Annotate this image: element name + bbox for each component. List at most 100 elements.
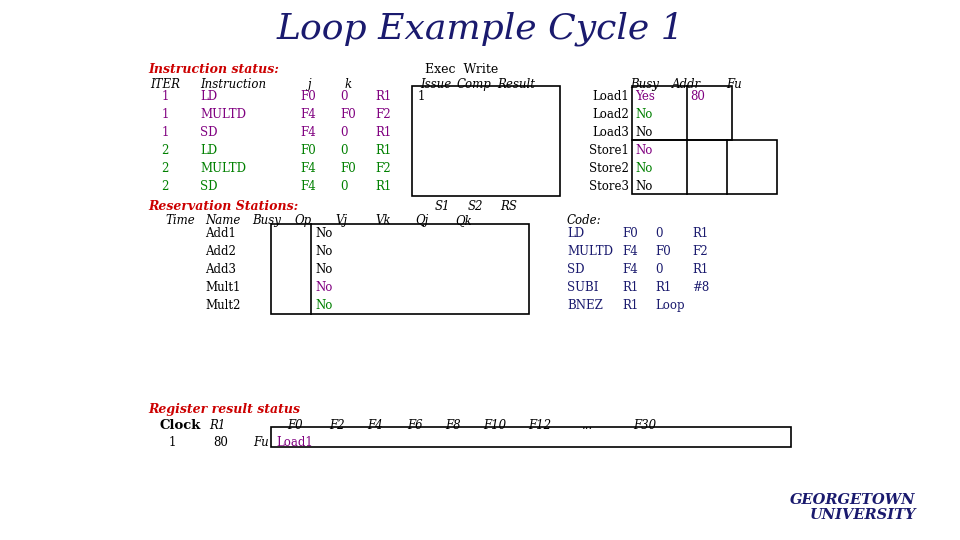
Text: F6: F6	[407, 419, 422, 432]
Text: Exec  Write: Exec Write	[425, 63, 498, 76]
Text: Store2: Store2	[589, 162, 629, 175]
Text: Comp: Comp	[457, 78, 492, 91]
Text: No: No	[315, 245, 332, 258]
Text: R1: R1	[209, 419, 226, 432]
Text: Mult2: Mult2	[205, 299, 240, 312]
Text: Load1: Load1	[276, 436, 313, 449]
Text: 2: 2	[161, 162, 169, 175]
Text: F4: F4	[300, 180, 316, 193]
Bar	[632, 140, 777, 194]
Text: Instruction: Instruction	[200, 78, 266, 91]
Text: j: j	[307, 78, 311, 91]
Text: F2: F2	[375, 108, 391, 121]
Text: No: No	[635, 126, 653, 139]
Text: No: No	[315, 263, 332, 276]
Bar	[412, 86, 560, 196]
Text: No: No	[315, 281, 332, 294]
Text: Yes: Yes	[635, 90, 655, 103]
Text: No: No	[315, 299, 332, 312]
Text: F0: F0	[622, 227, 637, 240]
Text: BNEZ: BNEZ	[567, 299, 603, 312]
Text: Load3: Load3	[592, 126, 629, 139]
Text: Fu: Fu	[726, 78, 742, 91]
Text: Fu: Fu	[253, 436, 269, 449]
Text: R1: R1	[375, 90, 392, 103]
Text: F4: F4	[622, 263, 637, 276]
Text: Load2: Load2	[592, 108, 629, 121]
Text: F4: F4	[622, 245, 637, 258]
Text: F0: F0	[340, 162, 356, 175]
Text: F4: F4	[300, 108, 316, 121]
Text: Result: Result	[497, 78, 535, 91]
Text: Busy: Busy	[252, 214, 281, 227]
Text: 0: 0	[340, 90, 348, 103]
Text: Code:: Code:	[567, 214, 602, 227]
Text: R1: R1	[375, 126, 392, 139]
Text: LD: LD	[567, 227, 584, 240]
Text: Clock: Clock	[160, 419, 202, 432]
Text: 80: 80	[690, 90, 705, 103]
Text: F10: F10	[484, 419, 507, 432]
Text: R1: R1	[375, 144, 392, 157]
Text: F30: F30	[634, 419, 657, 432]
Text: 1: 1	[161, 108, 169, 121]
Text: F2: F2	[375, 162, 391, 175]
Text: ITER: ITER	[150, 78, 180, 91]
Text: No: No	[635, 108, 653, 121]
Text: k: k	[345, 78, 352, 91]
Text: MULTD: MULTD	[200, 108, 246, 121]
Text: UNIVERSITY: UNIVERSITY	[810, 508, 917, 522]
Text: 2: 2	[161, 180, 169, 193]
Text: SD: SD	[200, 126, 218, 139]
Text: 0: 0	[340, 180, 348, 193]
Text: R1: R1	[692, 227, 708, 240]
Text: Instruction status:: Instruction status:	[148, 63, 278, 76]
Text: 0: 0	[340, 126, 348, 139]
Text: GEORGETOWN: GEORGETOWN	[790, 493, 916, 507]
Text: Busy: Busy	[630, 78, 659, 91]
Text: No: No	[635, 144, 653, 157]
Text: R1: R1	[622, 299, 638, 312]
Text: Qk: Qk	[455, 214, 471, 227]
Text: F12: F12	[528, 419, 552, 432]
Text: Register result status: Register result status	[148, 403, 300, 416]
Text: MULTD: MULTD	[200, 162, 246, 175]
Text: Name: Name	[205, 214, 240, 227]
Text: 0: 0	[655, 227, 662, 240]
Bar	[271, 224, 529, 314]
Text: No: No	[635, 180, 653, 193]
Text: 1: 1	[168, 436, 176, 449]
Text: SUBI: SUBI	[567, 281, 598, 294]
Text: F0: F0	[300, 144, 316, 157]
Text: F4: F4	[300, 162, 316, 175]
Text: 0: 0	[340, 144, 348, 157]
Text: No: No	[315, 227, 332, 240]
Text: F0: F0	[340, 108, 356, 121]
Text: Add2: Add2	[205, 245, 236, 258]
Text: Vk: Vk	[375, 214, 391, 227]
Text: F8: F8	[445, 419, 461, 432]
Text: Time: Time	[165, 214, 195, 227]
Text: S1: S1	[435, 200, 450, 213]
Text: Loop Example Cycle 1: Loop Example Cycle 1	[276, 12, 684, 46]
Text: No: No	[635, 162, 653, 175]
Text: R1: R1	[655, 281, 671, 294]
Bar	[271, 427, 791, 447]
Text: R1: R1	[622, 281, 638, 294]
Text: F2: F2	[329, 419, 345, 432]
Text: Add3: Add3	[205, 263, 236, 276]
Text: ...: ...	[583, 419, 593, 432]
Text: 2: 2	[161, 144, 169, 157]
Text: Op: Op	[295, 214, 312, 227]
Text: Add1: Add1	[205, 227, 236, 240]
Text: RS: RS	[500, 200, 516, 213]
Text: Qj: Qj	[415, 214, 428, 227]
Text: Addr: Addr	[672, 78, 701, 91]
Bar	[632, 86, 732, 140]
Text: F4: F4	[300, 126, 316, 139]
Text: Load1: Load1	[592, 90, 629, 103]
Text: Store3: Store3	[589, 180, 629, 193]
Text: F0: F0	[287, 419, 302, 432]
Text: Vj: Vj	[335, 214, 348, 227]
Text: 80: 80	[213, 436, 228, 449]
